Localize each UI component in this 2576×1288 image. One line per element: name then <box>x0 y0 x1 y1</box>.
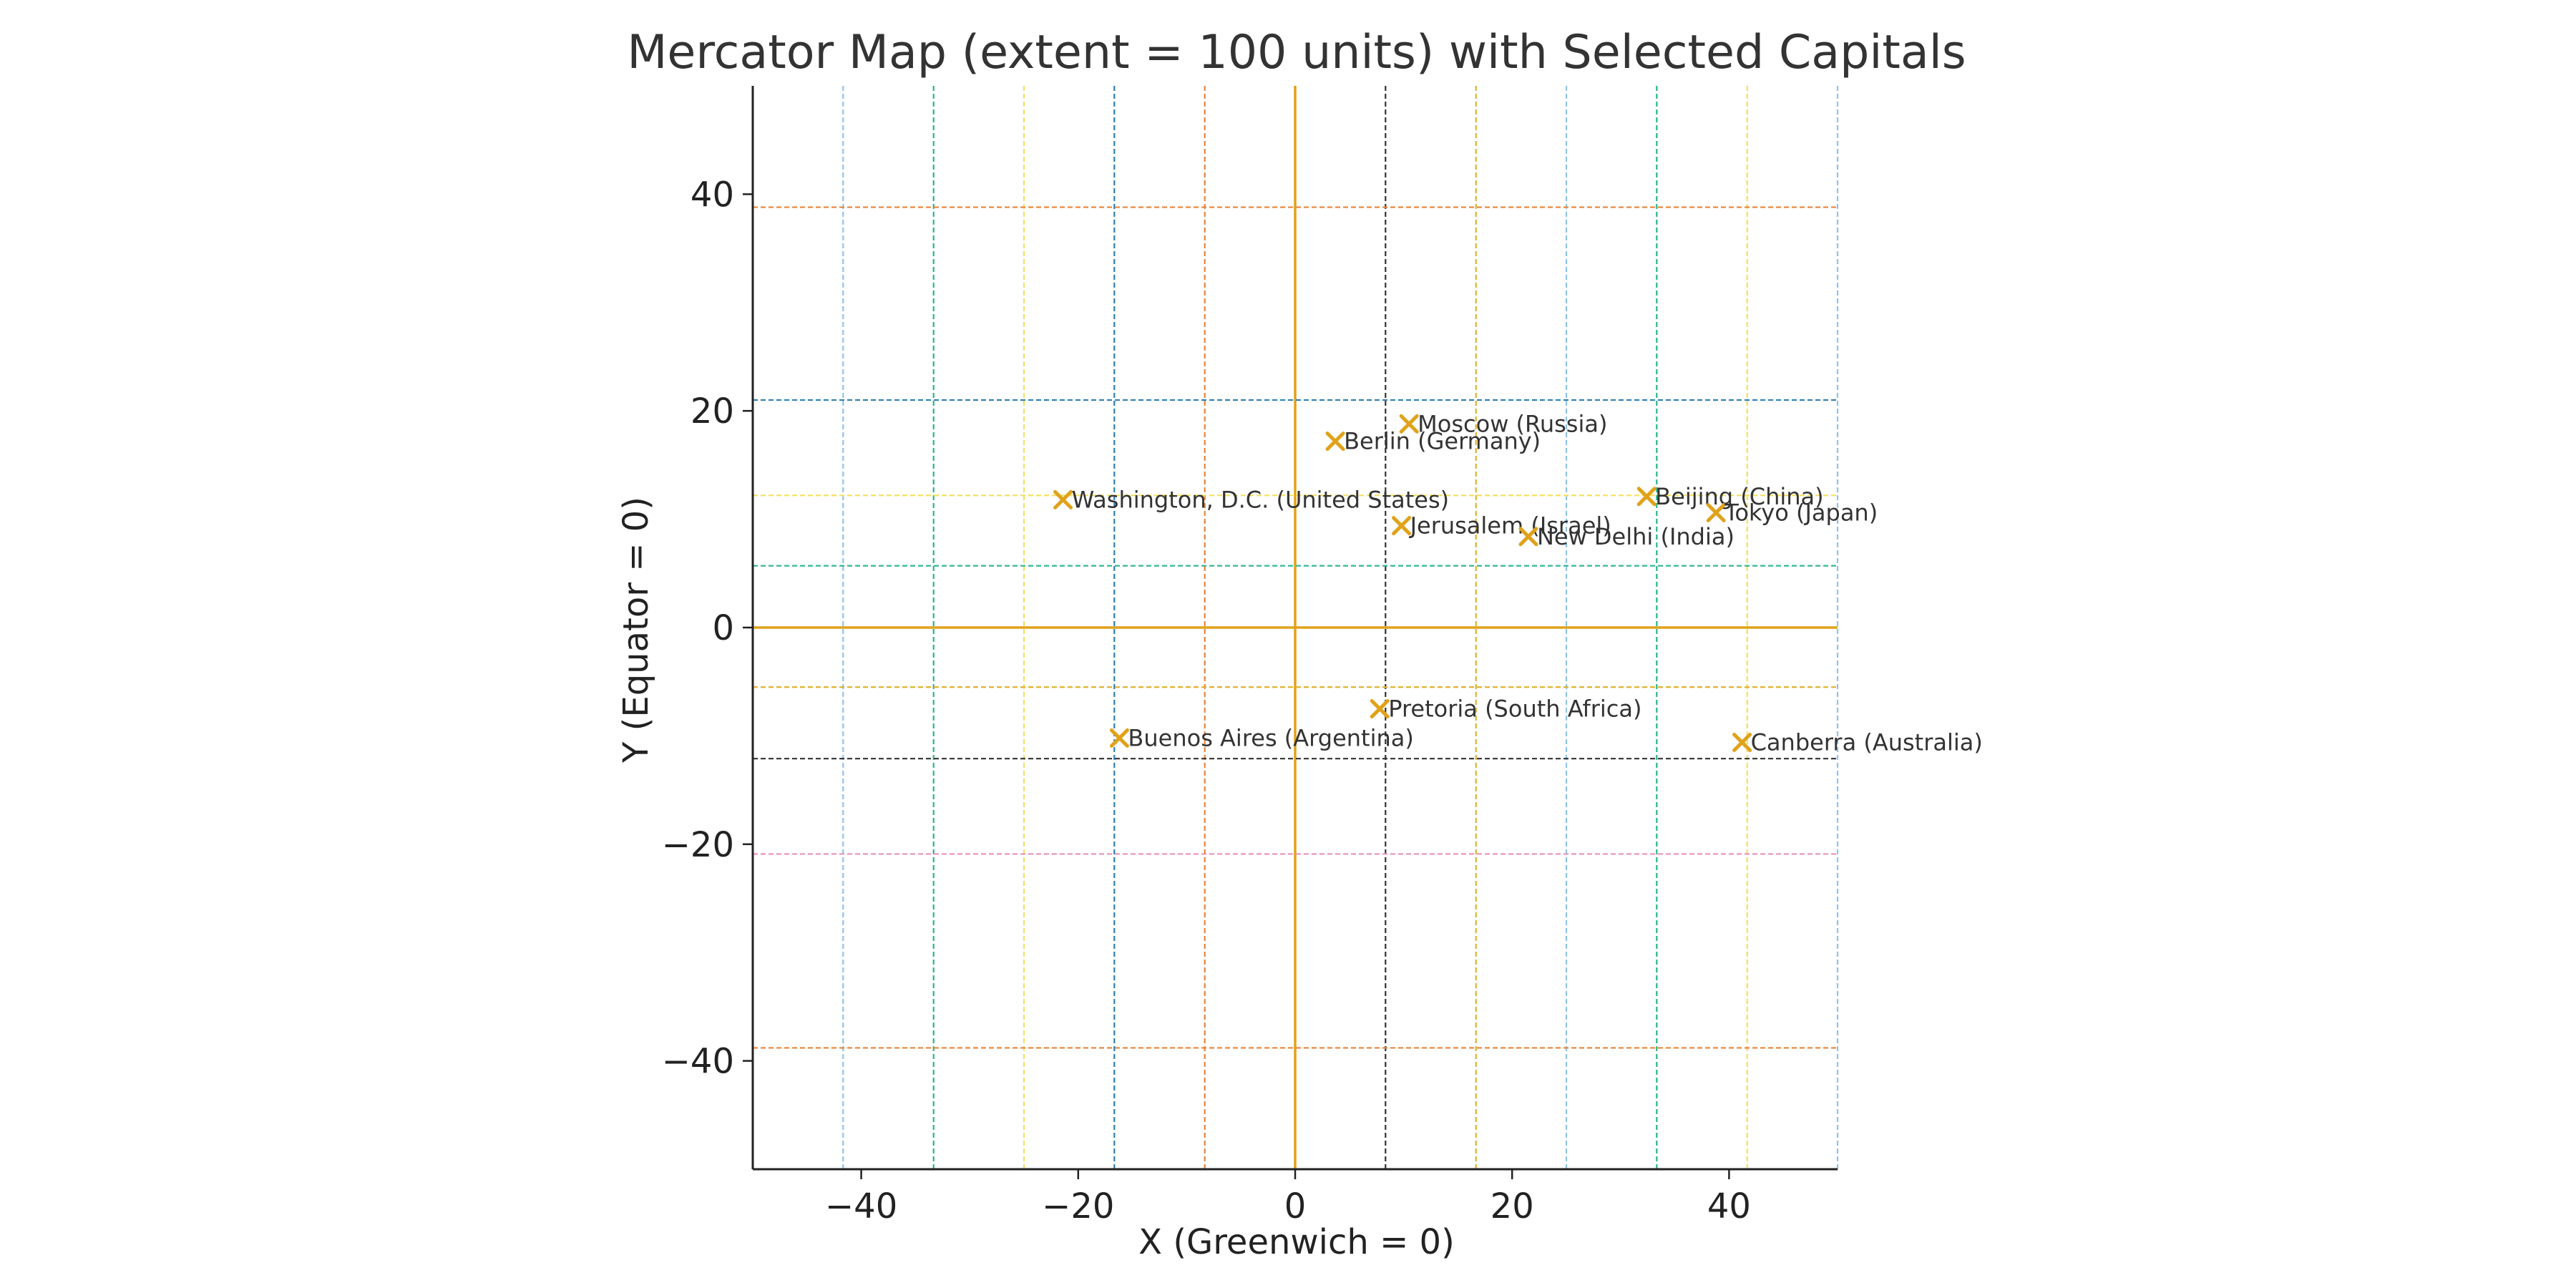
x-tick-label-4: 40 <box>1707 1186 1751 1226</box>
capital-marker-stroke-1 <box>1325 431 1345 452</box>
y-tick-label-4: 40 <box>691 175 734 215</box>
capital-marker-stroke-7 <box>1370 699 1390 719</box>
y-axis-label: Y (Equator = 0) <box>616 497 656 763</box>
y-tick-label-2: 0 <box>712 608 734 648</box>
x-tick-label-0: −40 <box>825 1186 897 1226</box>
y-tick-label-0: −40 <box>662 1042 734 1082</box>
capital-marker-stroke-2 <box>1053 489 1073 509</box>
capital-point-6: New Delhi (India) <box>1518 523 1735 550</box>
x-tick-label-1: −20 <box>1042 1186 1114 1226</box>
y-tick-label-1: −20 <box>662 825 734 865</box>
chart-title: Mercator Map (extent = 100 units) with S… <box>627 26 1966 79</box>
capital-marker-stroke-9 <box>1732 732 1752 752</box>
capital-point-8: Buenos Aires (Argentina) <box>1109 724 1414 751</box>
capital-point-9: Canberra (Australia) <box>1732 728 1983 756</box>
capital-label-1: Berlin (Germany) <box>1344 428 1541 455</box>
capital-label-6: New Delhi (India) <box>1537 523 1735 550</box>
capital-marker-stroke-0 <box>1399 414 1419 434</box>
capital-label-2: Washington, D.C. (United States) <box>1072 486 1450 513</box>
capital-marker-stroke-5 <box>1392 516 1412 536</box>
capital-point-7: Pretoria (South Africa) <box>1370 696 1641 723</box>
capital-marker-stroke-6 <box>1518 527 1538 547</box>
x-axis-label: X (Greenwich = 0) <box>1138 1222 1455 1262</box>
capital-marker-stroke-4 <box>1706 503 1726 523</box>
capital-label-8: Buenos Aires (Argentina) <box>1128 724 1413 751</box>
capital-label-9: Canberra (Australia) <box>1751 728 1983 756</box>
capital-point-3: Beijing (China) <box>1636 483 1824 510</box>
capital-label-5: Jerusalem (Israel) <box>1409 512 1611 540</box>
capital-marker-stroke-3 <box>1636 487 1657 507</box>
x-tick-label-3: 20 <box>1491 1186 1534 1226</box>
capital-point-4: Tokyo (Japan) <box>1706 499 1878 527</box>
x-tick-label-2: 0 <box>1284 1186 1307 1226</box>
capital-point-2: Washington, D.C. (United States) <box>1053 486 1450 513</box>
y-tick-label-3: 20 <box>691 391 734 431</box>
axis-ticks: −40 −20 0 20 40 −40 −20 0 20 40 <box>662 175 1751 1226</box>
capital-markers: Moscow (Russia)Berlin (Germany) Washingto… <box>1053 410 1983 756</box>
capital-label-7: Pretoria (South Africa) <box>1388 696 1641 723</box>
capital-marker-stroke-8 <box>1109 728 1129 748</box>
capital-point-0: Moscow (Russia) <box>1399 410 1607 437</box>
capital-label-3: Beijing (China) <box>1655 483 1823 510</box>
capital-point-1: Berlin (Germany) <box>1325 428 1541 455</box>
capital-label-0: Moscow (Russia) <box>1418 410 1607 437</box>
capital-label-4: Tokyo (Japan) <box>1724 499 1878 527</box>
capital-point-5: Jerusalem (Israel) <box>1392 512 1611 540</box>
grid-layer <box>753 86 1839 1169</box>
